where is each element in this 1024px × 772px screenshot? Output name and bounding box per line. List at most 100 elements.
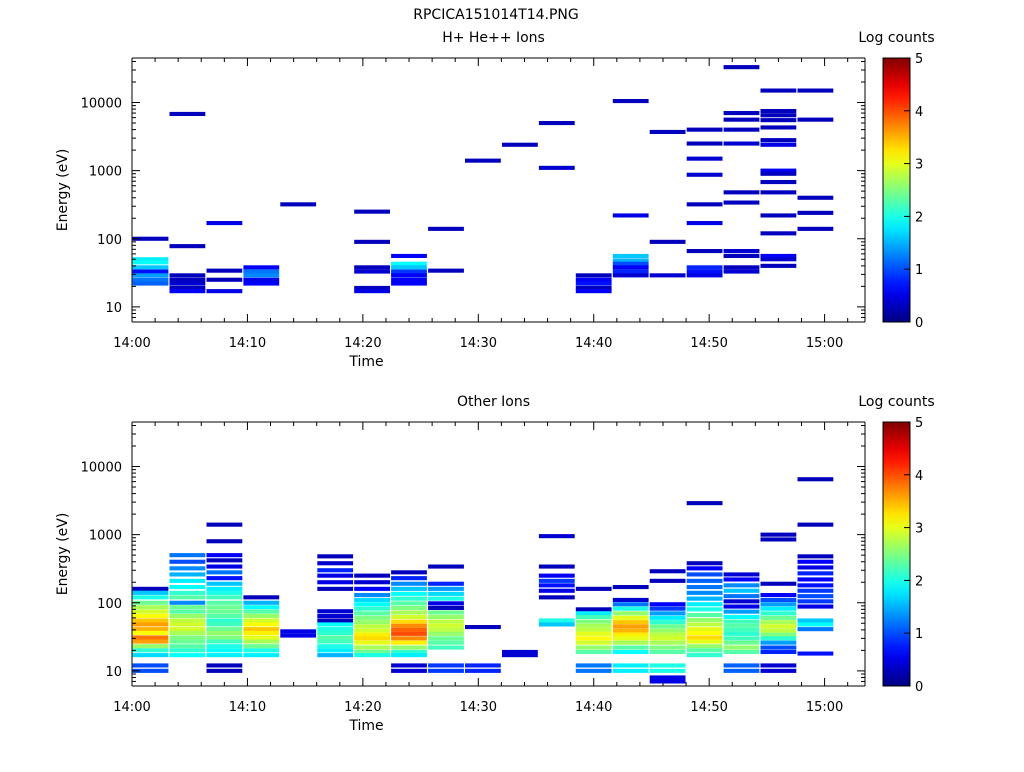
- heatmap-cell: [206, 268, 243, 273]
- x-tick-label: 14:10: [229, 700, 266, 715]
- heatmap-cell: [797, 565, 834, 570]
- heatmap-cell: [243, 630, 280, 635]
- heatmap-cell: [354, 615, 390, 620]
- heatmap-cell: [132, 627, 169, 632]
- heatmap-cell: [575, 645, 612, 650]
- heatmap-cell: [723, 265, 760, 270]
- heatmap-cell: [686, 578, 723, 583]
- heatmap-cell: [686, 265, 723, 270]
- heatmap-cell: [132, 281, 169, 286]
- heatmap-cell: [760, 171, 797, 176]
- panel-h-he-ions: H+ He++ Ions 14:00 14:10 14:20 14:30 14:40 14:…: [55, 30, 935, 370]
- heatmap-cell: [686, 585, 723, 590]
- heatmap-cell: [760, 138, 797, 143]
- heatmap-cell: [354, 636, 390, 641]
- heatmap-cell: [723, 663, 760, 668]
- heatmap-cell: [686, 617, 723, 622]
- colorbar-tick-label: 0: [915, 680, 923, 695]
- heatmap-cell: [760, 581, 797, 586]
- heatmap-cell: [575, 607, 612, 612]
- heatmap-cell: [169, 553, 206, 558]
- x-tick-label: 14:40: [575, 336, 612, 351]
- heatmap-cell: [760, 649, 797, 654]
- heatmap-cell: [169, 281, 206, 286]
- heatmap-cell: [649, 663, 686, 668]
- heatmap-cell: [760, 593, 797, 598]
- heatmap-cell: [612, 602, 649, 607]
- heatmap-cell: [354, 624, 390, 629]
- heatmap-cell: [206, 564, 243, 569]
- heatmap-cell: [391, 645, 427, 650]
- heatmap-cell: [760, 231, 797, 236]
- heatmap-cell: [428, 623, 464, 628]
- heatmap-cell: [243, 609, 280, 614]
- heatmap-cell: [612, 640, 649, 645]
- heatmap-cell: [132, 269, 169, 274]
- heatmap-cell: [760, 180, 797, 185]
- heatmap-cell: [243, 600, 280, 605]
- heatmap-cell: [428, 668, 464, 673]
- heatmap-cell: [612, 265, 649, 270]
- heatmap-cell: [723, 572, 760, 577]
- colorbar-tick-label: 1: [915, 627, 923, 642]
- heatmap-cell: [649, 615, 686, 620]
- heatmap-cell: [575, 277, 612, 282]
- heatmap-cell: [723, 609, 760, 614]
- x-tick-label: 14:00: [113, 336, 150, 351]
- heatmap-cell: [649, 645, 686, 650]
- heatmap-cell: [723, 200, 760, 205]
- heatmap-cell: [686, 648, 723, 653]
- heatmap-cell: [649, 675, 686, 680]
- heatmap-cell: [760, 257, 797, 262]
- heatmap-cell: [612, 645, 649, 650]
- heatmap-cell: [797, 571, 834, 576]
- heatmap-cell: [354, 653, 390, 658]
- heatmap-cell: [391, 623, 427, 628]
- colorbar-tick-label: 4: [915, 469, 923, 484]
- heatmap-cell: [612, 611, 649, 616]
- heatmap-cell: [649, 668, 686, 673]
- colorbar-title: Log counts: [858, 394, 934, 410]
- heatmap-cell: [354, 580, 390, 585]
- heatmap-cell: [649, 636, 686, 641]
- heatmap-cell: [354, 285, 390, 290]
- colorbar-tick-label: 2: [915, 574, 923, 589]
- heatmap-cell: [206, 277, 243, 282]
- heatmap-cell: [428, 614, 464, 619]
- heatmap-cell: [575, 281, 612, 286]
- heatmap-cell: [428, 586, 464, 591]
- heatmap-cell: [760, 190, 797, 195]
- heatmap-cell: [169, 605, 206, 610]
- heatmap-cell: [206, 618, 243, 623]
- heatmap-cell: [317, 586, 354, 591]
- heatmap-cell: [760, 532, 797, 537]
- heatmap-cell: [317, 561, 354, 566]
- heatmap-cell: [723, 594, 760, 599]
- heatmap-cell: [169, 590, 206, 595]
- heatmap-cell: [391, 668, 427, 673]
- heatmap-cell: [132, 260, 169, 265]
- heatmap-cell: [612, 663, 649, 668]
- heatmap-cell: [169, 578, 206, 583]
- heatmap-cell: [206, 605, 243, 610]
- heatmap-cell: [206, 630, 243, 635]
- heatmap-cell: [428, 645, 464, 650]
- heatmap-cell: [797, 210, 834, 215]
- heatmap-cell: [354, 269, 390, 274]
- heatmap-cell: [354, 597, 390, 602]
- heatmap-cell: [243, 613, 280, 618]
- heatmap-cell: [317, 635, 354, 640]
- heatmap-cell: [649, 611, 686, 616]
- heatmap-cell: [612, 668, 649, 673]
- heatmap-cell: [428, 636, 464, 641]
- heatmap-cell: [723, 111, 760, 116]
- heatmap-cell: [169, 644, 206, 649]
- heatmap-cell: [760, 253, 797, 258]
- heatmap-cell: [391, 277, 427, 282]
- x-tick-label: 15:00: [806, 700, 843, 715]
- heatmap-cell: [686, 249, 723, 254]
- heatmap-cell: [723, 636, 760, 641]
- heatmap-cell: [243, 639, 280, 644]
- heatmap-cell: [354, 632, 390, 637]
- heatmap-cell: [686, 172, 723, 177]
